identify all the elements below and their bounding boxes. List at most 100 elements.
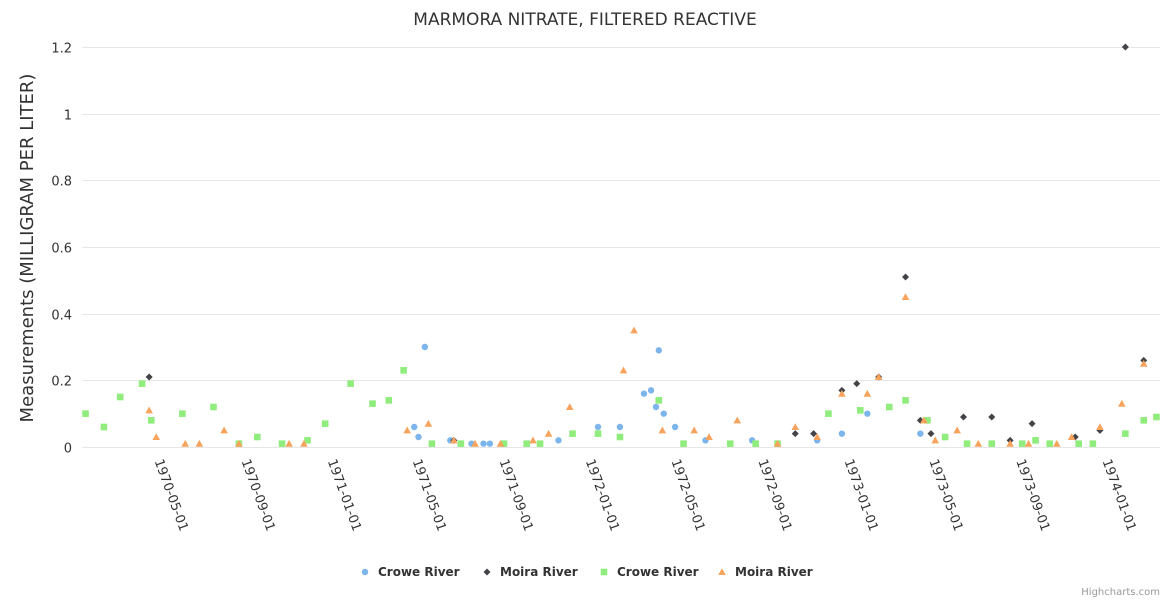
data-point[interactable]: [931, 436, 940, 444]
data-point[interactable]: [874, 373, 883, 381]
data-point[interactable]: [428, 440, 436, 447]
data-point[interactable]: [671, 423, 679, 431]
legend-item[interactable]: Crowe River: [361, 565, 460, 579]
legend-item[interactable]: Moira River: [718, 565, 813, 579]
data-point[interactable]: [864, 410, 871, 417]
data-point[interactable]: [496, 439, 505, 447]
data-point[interactable]: [773, 439, 782, 447]
data-point[interactable]: [400, 367, 407, 374]
data-point[interactable]: [1153, 413, 1160, 421]
data-point[interactable]: [100, 423, 108, 431]
data-point[interactable]: [640, 390, 648, 397]
data-point[interactable]: [529, 436, 537, 444]
legend[interactable]: Crowe River Moira River Crowe River Moira R…: [361, 565, 813, 579]
data-point[interactable]: [733, 416, 742, 424]
credits-link[interactable]: Highcharts.com: [1081, 587, 1160, 598]
data-point[interactable]: [1118, 399, 1126, 407]
data-point[interactable]: [1006, 439, 1014, 447]
data-point[interactable]: [941, 433, 949, 441]
data-point[interactable]: [616, 423, 624, 431]
data-point[interactable]: [680, 440, 687, 447]
data-point[interactable]: [195, 439, 204, 447]
data-point[interactable]: [658, 426, 667, 434]
data-point[interactable]: [647, 387, 655, 394]
data-point[interactable]: [655, 397, 663, 404]
data-point[interactable]: [690, 426, 698, 434]
data-point[interactable]: [82, 410, 89, 417]
data-point[interactable]: [179, 410, 186, 417]
data-point[interactable]: [705, 433, 713, 441]
data-point[interactable]: [500, 440, 508, 447]
data-point[interactable]: [630, 326, 638, 334]
data-point[interactable]: [1052, 439, 1061, 447]
data-point[interactable]: [853, 380, 861, 388]
data-point[interactable]: [917, 430, 924, 437]
data-point[interactable]: [838, 430, 846, 437]
data-point[interactable]: [1121, 43, 1129, 51]
data-point[interactable]: [403, 426, 411, 434]
data-point[interactable]: [655, 347, 663, 354]
data-point[interactable]: [920, 416, 928, 424]
data-point[interactable]: [385, 397, 393, 404]
data-point[interactable]: [813, 433, 821, 441]
data-point[interactable]: [959, 413, 967, 421]
data-point[interactable]: [300, 439, 308, 447]
data-point[interactable]: [457, 440, 465, 447]
data-point[interactable]: [1139, 359, 1148, 367]
data-point[interactable]: [152, 433, 161, 441]
data-point[interactable]: [1032, 437, 1039, 444]
data-point[interactable]: [569, 430, 576, 437]
data-point[interactable]: [486, 440, 494, 447]
data-point[interactable]: [988, 440, 996, 447]
data-point[interactable]: [1018, 440, 1026, 447]
data-point[interactable]: [523, 440, 530, 447]
data-point[interactable]: [116, 393, 124, 401]
data-point[interactable]: [1028, 420, 1036, 428]
data-point[interactable]: [555, 437, 562, 444]
data-point[interactable]: [480, 440, 487, 447]
data-point[interactable]: [901, 293, 910, 301]
data-point[interactable]: [902, 397, 909, 404]
data-point[interactable]: [652, 403, 660, 411]
data-point[interactable]: [138, 380, 146, 387]
data-point[interactable]: [304, 437, 311, 444]
data-point[interactable]: [791, 423, 800, 431]
data-point[interactable]: [210, 403, 217, 411]
data-point[interactable]: [974, 439, 983, 447]
data-point[interactable]: [321, 420, 329, 427]
data-point[interactable]: [536, 440, 544, 447]
data-point[interactable]: [181, 439, 190, 447]
data-point[interactable]: [1122, 430, 1129, 437]
data-point[interactable]: [565, 403, 574, 411]
data-point[interactable]: [963, 440, 971, 447]
legend-item[interactable]: Crowe River: [600, 565, 699, 579]
data-point[interactable]: [791, 430, 799, 438]
data-point[interactable]: [1067, 433, 1076, 441]
data-point[interactable]: [1089, 440, 1097, 447]
data-point[interactable]: [415, 433, 422, 441]
data-point[interactable]: [145, 406, 153, 414]
data-point[interactable]: [885, 403, 893, 411]
data-point[interactable]: [147, 417, 155, 424]
data-point[interactable]: [285, 439, 293, 447]
data-point[interactable]: [594, 423, 602, 431]
legend-item[interactable]: Moira River: [483, 565, 578, 579]
data-point[interactable]: [369, 400, 376, 407]
data-point[interactable]: [1140, 417, 1148, 424]
data-point[interactable]: [1096, 423, 1104, 431]
data-point[interactable]: [838, 389, 846, 397]
data-point[interactable]: [594, 430, 602, 437]
data-point[interactable]: [544, 429, 553, 437]
data-point[interactable]: [825, 410, 832, 417]
data-point[interactable]: [902, 273, 910, 281]
data-point[interactable]: [660, 410, 667, 417]
data-point[interactable]: [254, 433, 261, 441]
data-point[interactable]: [145, 373, 153, 381]
data-point[interactable]: [1075, 440, 1083, 447]
data-point[interactable]: [988, 413, 996, 421]
data-point[interactable]: [726, 440, 734, 447]
data-point[interactable]: [810, 430, 818, 438]
data-point[interactable]: [924, 417, 931, 424]
data-point[interactable]: [421, 343, 429, 351]
data-point[interactable]: [752, 440, 759, 447]
